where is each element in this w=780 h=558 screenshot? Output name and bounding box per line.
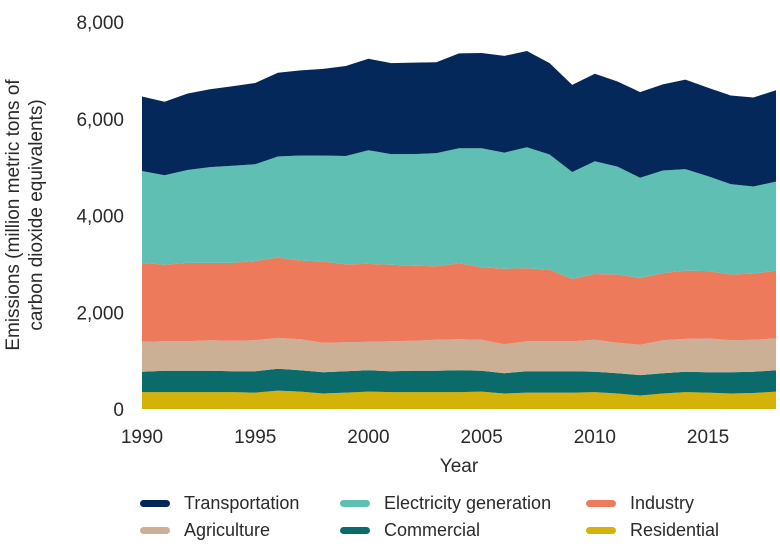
area-commercial [142,368,776,396]
y-axis-title-line-2: carbon dioxide equivalents) [26,99,47,330]
legend-label-commercial: Commercial [384,520,481,540]
legend-row-2: Agriculture Commercial Residential [140,517,760,544]
y-tick-label: 2,000 [76,303,124,324]
legend-item-agriculture: Agriculture [140,520,340,541]
legend-label-industry: Industry [630,493,695,513]
y-axis-ticks: 0 2,000 4,000 6,000 8,000 [76,13,124,421]
legend-item-residential: Residential [586,520,756,541]
area-electricity-generation [142,147,776,279]
legend-swatch-transportation [140,500,170,507]
area-agriculture [142,337,776,376]
x-tick-label: 1990 [121,427,163,448]
y-tick-label: 0 [113,400,124,421]
x-tick-label: 2010 [574,427,616,448]
chart-legend: Transportation Electricity generation In… [140,490,760,544]
x-axis-title: Year [440,456,479,477]
legend-row-1: Transportation Electricity generation In… [140,490,760,517]
stacked-area-chart: 0 2,000 4,000 6,000 8,000 1990 1995 2000 2005 20… [3,13,776,477]
legend-item-transportation: Transportation [140,493,340,514]
legend-swatch-commercial [340,527,370,534]
x-tick-label: 2000 [347,427,389,448]
x-axis-ticks: 1990 1995 2000 2005 2010 2015 [121,427,729,448]
area-series-group [142,51,776,409]
y-tick-label: 4,000 [76,207,124,228]
y-tick-label: 6,000 [76,110,124,131]
legend-swatch-electricity-generation [340,500,370,507]
legend-swatch-residential [586,527,616,534]
legend-label-electricity-generation: Electricity generation [384,493,552,513]
legend-item-industry: Industry [586,493,756,514]
legend-item-electricity-generation: Electricity generation [340,493,586,514]
legend-swatch-industry [586,500,616,507]
x-tick-label: 2005 [461,427,503,448]
legend-label-residential: Residential [630,520,720,540]
y-axis-title-line-1: Emissions (million metric tons of [3,79,24,351]
x-tick-label: 1995 [234,427,276,448]
legend-label-agriculture: Agriculture [184,520,271,540]
legend-swatch-agriculture [140,527,170,534]
x-tick-label: 2015 [687,427,729,448]
area-transportation [142,51,776,187]
legend-label-transportation: Transportation [184,493,300,513]
area-industry [142,257,776,345]
y-tick-label: 8,000 [76,13,124,34]
legend-item-commercial: Commercial [340,520,586,541]
area-residential [142,390,776,409]
